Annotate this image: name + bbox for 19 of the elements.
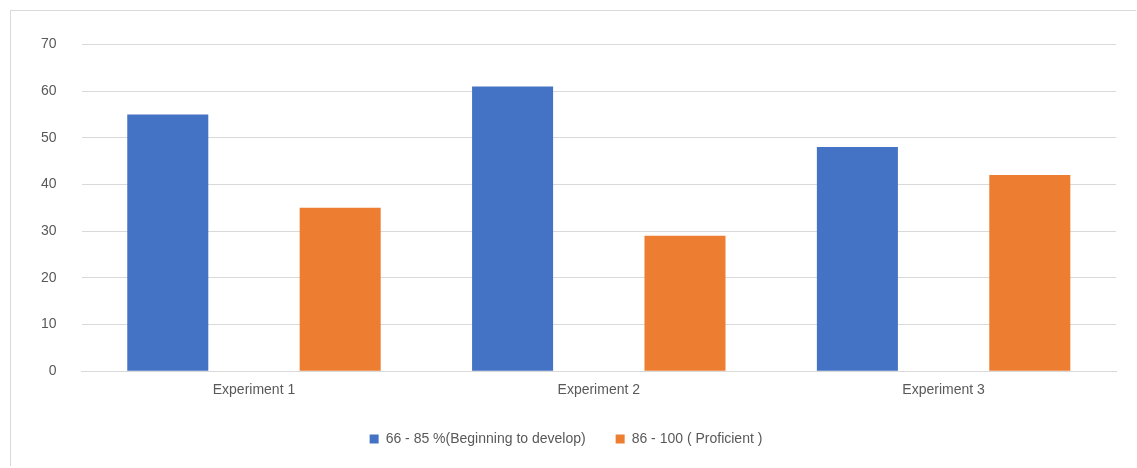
x-tick-label: Experiment 2 [557, 381, 641, 398]
y-tick-label: 20 [40, 268, 57, 285]
x-tick-label: Experiment 3 [902, 381, 986, 398]
bar [299, 207, 381, 371]
y-tick-label: 0 [48, 362, 57, 379]
bar [989, 175, 1071, 371]
y-tick-label: 70 [40, 35, 57, 52]
y-tick-label: 30 [40, 222, 57, 238]
y-tick-label: 60 [40, 81, 57, 98]
bar [644, 235, 726, 371]
bar [816, 147, 898, 371]
bar [472, 86, 554, 371]
y-tick-label: 10 [40, 315, 57, 332]
bar [127, 114, 209, 371]
y-tick-label: 50 [40, 128, 57, 145]
legend-label: 86 - 100 ( Proficient ) [631, 429, 763, 446]
x-tick-label: Experiment 1 [212, 381, 296, 398]
legend-label: 66 - 85 %(Beginning to develop) [385, 429, 586, 446]
y-tick-label: 40 [40, 175, 57, 192]
